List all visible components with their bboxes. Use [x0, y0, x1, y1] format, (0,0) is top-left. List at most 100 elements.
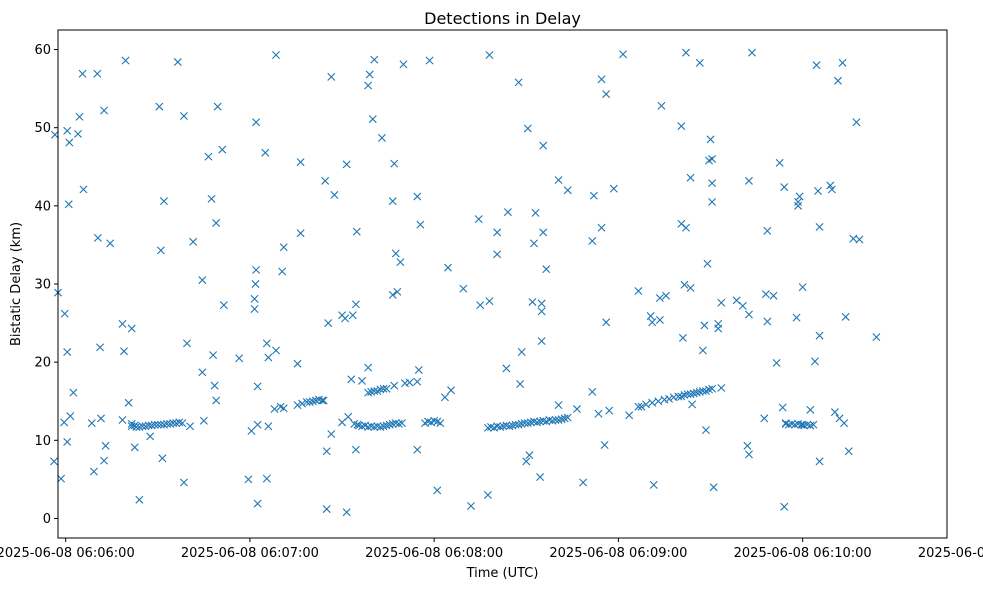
- data-point: [815, 222, 824, 231]
- data-point: [390, 381, 399, 390]
- y-tick-label: 10: [34, 434, 51, 449]
- data-point: [686, 283, 695, 292]
- data-point: [60, 418, 69, 427]
- data-point: [322, 447, 331, 456]
- data-point: [605, 406, 614, 415]
- data-point: [352, 227, 361, 236]
- data-point: [579, 478, 588, 487]
- data-point: [708, 179, 717, 188]
- data-point: [413, 192, 422, 201]
- data-point: [298, 399, 307, 408]
- data-point: [155, 102, 164, 111]
- data-point: [533, 418, 542, 427]
- y-tick-label: 60: [34, 43, 51, 58]
- data-point: [364, 81, 373, 90]
- data-point: [841, 312, 850, 321]
- data-point: [218, 145, 227, 154]
- data-point: [827, 185, 836, 194]
- data-point: [703, 259, 712, 268]
- data-point: [485, 51, 494, 59]
- data-point: [64, 200, 73, 209]
- data-point: [674, 392, 683, 401]
- data-point: [648, 398, 657, 407]
- data-point: [680, 280, 689, 289]
- y-axis: 0 10 20 30 40 50 60: [34, 43, 58, 527]
- data-point: [350, 419, 359, 428]
- data-point: [706, 135, 715, 144]
- data-point: [179, 111, 188, 120]
- data-point: [780, 502, 789, 511]
- data-point: [264, 353, 273, 362]
- data-point: [678, 333, 687, 342]
- data-point: [118, 319, 127, 328]
- data-point: [348, 311, 357, 320]
- data-point: [681, 223, 690, 232]
- data-point: [560, 414, 569, 423]
- data-point: [493, 250, 502, 259]
- data-point: [654, 397, 663, 406]
- data-point: [609, 184, 618, 193]
- data-point: [830, 408, 839, 417]
- data-point: [791, 420, 799, 429]
- data-point: [100, 456, 109, 465]
- data-point: [385, 420, 394, 429]
- data-point: [376, 423, 385, 432]
- data-point: [391, 419, 400, 428]
- data-point: [330, 190, 339, 199]
- data-point: [686, 173, 695, 182]
- data-point: [662, 291, 671, 300]
- data-point: [97, 414, 105, 423]
- data-point: [797, 420, 806, 429]
- data-point: [382, 421, 391, 430]
- data-point: [186, 422, 195, 431]
- data-point: [806, 405, 815, 414]
- data-point: [278, 267, 287, 276]
- data-point: [787, 419, 796, 428]
- data-point: [204, 152, 213, 161]
- data-point: [528, 297, 537, 306]
- data-point: [588, 237, 597, 246]
- data-point: [321, 176, 330, 185]
- data-point: [368, 115, 377, 124]
- data-point: [775, 158, 784, 167]
- data-point: [251, 280, 260, 288]
- data-point: [554, 401, 563, 410]
- data-point: [833, 76, 842, 85]
- data-point: [792, 313, 801, 322]
- data-point: [87, 419, 96, 428]
- data-point: [308, 397, 317, 406]
- data-point: [700, 321, 709, 330]
- data-point: [124, 398, 133, 407]
- data-point: [625, 411, 634, 420]
- data-point: [502, 421, 511, 430]
- data-point: [175, 418, 184, 427]
- data-point: [447, 386, 456, 395]
- data-point: [370, 387, 379, 396]
- data-point: [391, 249, 400, 258]
- data-point: [65, 138, 74, 147]
- data-point: [717, 298, 726, 307]
- data-point: [178, 419, 187, 428]
- data-point: [146, 432, 155, 441]
- data-point: [351, 445, 360, 454]
- data-point: [364, 388, 373, 397]
- data-point: [761, 290, 770, 299]
- data-point: [852, 118, 861, 127]
- data-point: [341, 314, 350, 323]
- y-tick-label: 50: [34, 121, 51, 136]
- data-point: [347, 375, 356, 384]
- data-point: [93, 233, 102, 242]
- data-point: [708, 197, 717, 206]
- data-point: [172, 419, 181, 428]
- plot-area: [50, 48, 881, 517]
- data-point: [118, 415, 127, 424]
- data-point: [794, 201, 803, 210]
- data-point: [382, 384, 391, 393]
- data-point: [485, 297, 494, 306]
- data-point: [744, 310, 753, 319]
- data-point: [692, 388, 701, 397]
- y-tick-label: 0: [43, 512, 51, 527]
- x-axis-label: Time (UTC): [466, 566, 539, 581]
- data-point: [803, 420, 812, 429]
